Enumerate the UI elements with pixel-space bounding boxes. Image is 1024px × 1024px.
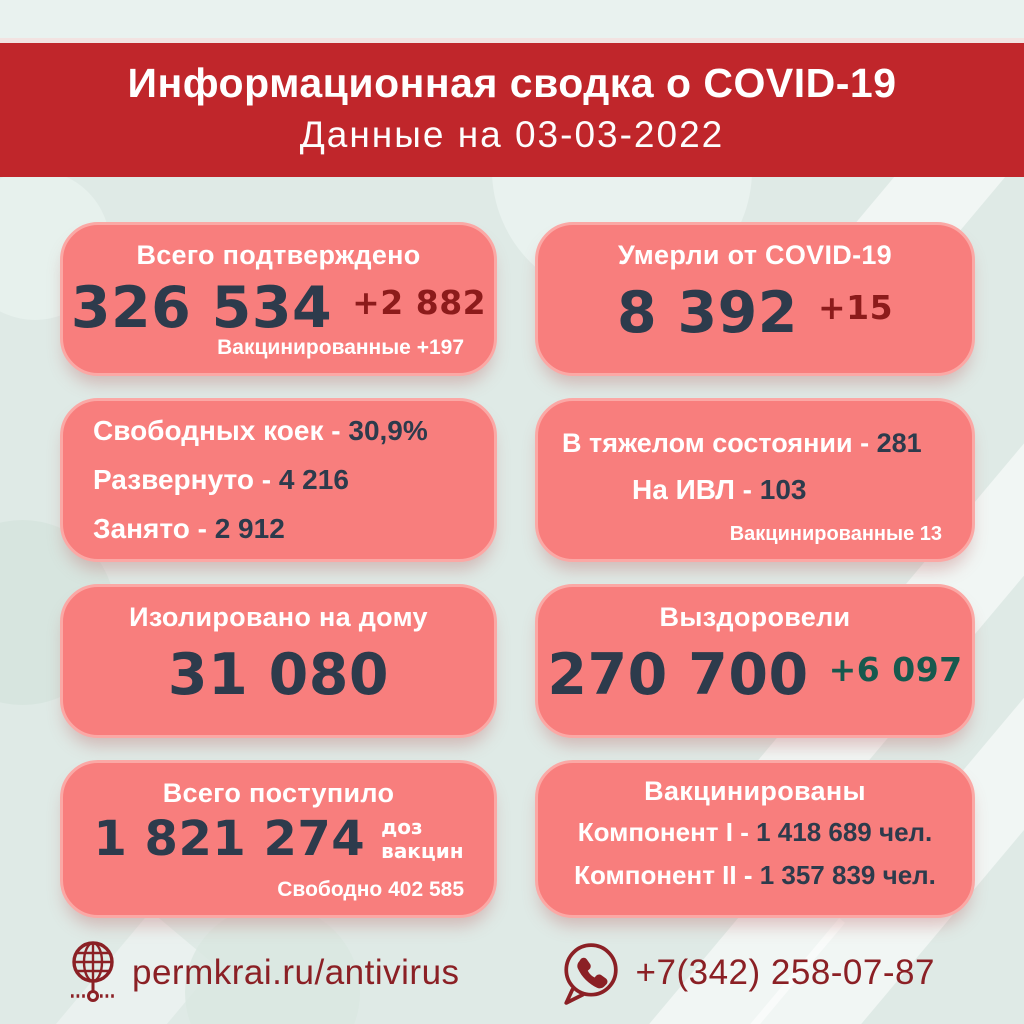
phone-item: +7(342) 258-07-87 — [560, 941, 935, 1005]
stat-delta: +6 097 — [828, 650, 963, 689]
top-strip — [0, 0, 1024, 38]
card-note: Вакцинированные +197 — [217, 336, 464, 359]
card-hospital-beds: Свободных коек - 30,9% Развернуто - 4 21… — [60, 398, 497, 562]
page-subtitle: Данные на 03-03-2022 — [299, 114, 725, 155]
value-row: 31 080 — [63, 647, 494, 704]
website-url: permkrai.ru/antivirus — [132, 953, 460, 992]
stat-value: 103 — [759, 474, 807, 505]
card-title: Всего подтверждено — [136, 240, 421, 270]
card-vaccine-supply: Всего поступило 1 821 274 доз вакцин Сво… — [60, 760, 497, 918]
stat-value: 281 — [876, 428, 922, 458]
stat-value: 2 912 — [214, 513, 285, 544]
card-home-isolation: Изолировано на дому 31 080 — [60, 584, 497, 738]
stat-value: 1 821 274 — [93, 811, 366, 867]
card-title: Вакцинированы — [644, 776, 866, 806]
stat-label: Занято - — [93, 513, 215, 544]
stat-label: Свободных коек - — [93, 415, 349, 446]
card-deaths: Умерли от COVID-19 8 392 +15 — [535, 222, 975, 376]
footer: permkrai.ru/antivirus +7(342) 258-07-87 — [70, 940, 1024, 1006]
card-severe-condition: В тяжелом состоянии - 281 На ИВЛ - 103 В… — [535, 398, 975, 562]
card-vaccinated: Вакцинированы Компонент I - 1 418 689 че… — [535, 760, 975, 918]
stat-value: 1 418 689 чел. — [756, 817, 933, 847]
stat-line: В тяжелом состоянии - 281 — [538, 428, 972, 459]
stat-label: Компонент I - — [577, 817, 757, 847]
stat-delta: +15 — [817, 288, 894, 327]
card-total-confirmed: Всего подтверждено 326 534 +2 882 Вакцин… — [60, 222, 497, 376]
card-title: Изолировано на дому — [129, 602, 428, 632]
stat-line: Занято - 2 912 — [93, 513, 494, 545]
stat-line: Свободных коек - 30,9% — [93, 415, 494, 447]
value-row: 270 700 +6 097 — [538, 647, 972, 704]
header-banner: Информационная сводка о COVID-19 Данные … — [0, 38, 1024, 177]
phone-number: +7(342) 258-07-87 — [635, 953, 935, 992]
stats-grid: Всего подтверждено 326 534 +2 882 Вакцин… — [60, 222, 975, 918]
unit-line: доз — [381, 815, 423, 839]
globe-icon — [71, 941, 115, 1002]
card-title: Умерли от COVID-19 — [618, 240, 892, 270]
card-recovered: Выздоровели 270 700 +6 097 — [535, 584, 975, 738]
card-title: Всего поступило — [162, 778, 395, 808]
stat-value: 31 080 — [167, 642, 390, 708]
stat-label: Компонент II - — [574, 860, 760, 890]
unit-line: вакцин — [381, 839, 464, 863]
stat-line: На ИВЛ - 103 — [538, 474, 972, 506]
value-row: 1 821 274 доз вакцин — [63, 815, 494, 863]
stat-label: В тяжелом состоянии - — [562, 428, 877, 458]
stat-line: Компонент II - 1 357 839 чел. — [574, 860, 936, 891]
card-title: Выздоровели — [659, 602, 851, 632]
unit-label: доз вакцин — [381, 815, 463, 863]
stat-lines: Компонент I - 1 418 689 чел. Компонент I… — [538, 817, 972, 891]
website-item: permkrai.ru/antivirus — [70, 940, 460, 1006]
stat-label: Развернуто - — [93, 464, 279, 495]
stat-line: Компонент I - 1 418 689 чел. — [578, 817, 933, 848]
value-row: 326 534 +2 882 — [63, 280, 494, 337]
stat-value: 4 216 — [278, 464, 349, 495]
phone-icon — [563, 943, 618, 1005]
stat-label: На ИВЛ - — [632, 474, 760, 505]
card-note: Свободно 402 585 — [277, 878, 464, 901]
stat-value: 326 534 — [70, 275, 333, 341]
stat-value: 30,9% — [348, 415, 428, 446]
stat-value: 1 357 839 чел. — [759, 860, 936, 890]
value-row: 8 392 +15 — [538, 285, 972, 342]
stat-value: 270 700 — [547, 642, 809, 708]
card-note: Вакцинированные 13 — [729, 523, 942, 545]
stat-line: Развернуто - 4 216 — [93, 464, 494, 496]
stat-value: 8 392 — [616, 280, 798, 346]
page-title: Информационная сводка о COVID-19 — [127, 60, 897, 106]
stat-delta: +2 882 — [352, 283, 487, 322]
